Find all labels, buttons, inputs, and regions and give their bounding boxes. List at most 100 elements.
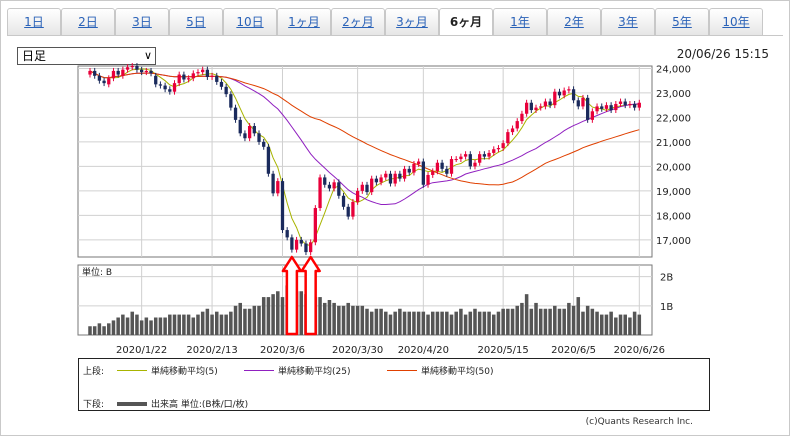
tab-1m[interactable]: 1ヶ月 [277, 8, 331, 36]
volume-bar [88, 326, 92, 335]
candle-body [304, 243, 308, 253]
volume-bar [149, 320, 153, 335]
tab-3y[interactable]: 3年 [601, 8, 655, 36]
legend-volume-label: 出来高 単位:(B株/口/枚) [151, 400, 249, 410]
candle-body [107, 78, 111, 85]
legend-ma50: 単純移動平均(50) [387, 364, 493, 377]
volume-bar [628, 317, 632, 335]
volume-bar [604, 314, 609, 335]
candle-body [210, 75, 214, 78]
candle-body [487, 152, 491, 157]
candle-body [524, 102, 529, 114]
chevron-down-icon: ∨ [143, 49, 152, 62]
candle-body [576, 100, 580, 107]
volume-bar [520, 302, 524, 335]
candle-body [201, 69, 205, 73]
volume-bar [459, 308, 463, 335]
candle-body [534, 107, 538, 111]
candle-body [407, 168, 411, 173]
volume-bar [496, 311, 501, 335]
volume-bar [219, 314, 224, 335]
volume-bar [111, 320, 116, 335]
volume-bar [177, 314, 181, 335]
tab-2m[interactable]: 2ヶ月 [331, 8, 385, 36]
volume-bar [402, 311, 407, 335]
volume-bar [247, 308, 252, 335]
volume-bar [374, 308, 379, 335]
volume-bar [229, 311, 233, 335]
volume-bar [252, 305, 257, 335]
x-tick-label: 2020/4/20 [398, 345, 449, 356]
price-tick-label: 22,000 [656, 113, 691, 124]
candle-body [233, 107, 238, 120]
price-tick-label: 18,000 [656, 211, 691, 222]
tab-1y[interactable]: 1年 [493, 8, 547, 36]
volume-bar [623, 314, 627, 335]
candle-body [323, 177, 327, 185]
candle-body [539, 106, 543, 108]
update-timestamp: 20/06/26 15:15 [676, 47, 769, 61]
candle-body [149, 70, 153, 74]
candle-body [459, 156, 463, 160]
volume-bar [393, 311, 397, 335]
volume-bar [595, 311, 599, 335]
candle-body [632, 103, 637, 108]
volume-bar [125, 317, 130, 335]
legend-upper-row: 上段: [83, 364, 104, 377]
candle-body [271, 173, 275, 194]
candle-body [355, 190, 360, 202]
candle-period-value: 日足 [22, 49, 47, 63]
volume-bar [449, 314, 454, 335]
legend-volume: 出来高 単位:(B株/口/枚) [117, 397, 248, 410]
candle-body [520, 113, 524, 122]
x-tick-label: 2020/3/30 [332, 345, 383, 356]
tab-10d[interactable]: 10日 [223, 8, 277, 36]
candle-body [454, 159, 458, 161]
candle-body [140, 69, 144, 73]
candle-body [586, 97, 590, 120]
volume-bar [440, 311, 444, 335]
candle-body [473, 162, 477, 167]
candle-body [158, 84, 163, 86]
candle-body [290, 237, 294, 250]
x-tick-label: 2020/5/15 [478, 345, 529, 356]
candle-body [360, 184, 364, 191]
volume-bar [186, 314, 191, 335]
candle-body [332, 182, 336, 189]
volume-bar [501, 308, 505, 335]
volume-bar [571, 305, 576, 335]
legend-ma5: 単純移動平均(5) [117, 364, 218, 377]
candle-body [337, 182, 341, 196]
volume-bar [191, 317, 196, 335]
volume-bar [121, 314, 125, 335]
period-tabs: 1日 2日 3日 5日 10日 1ヶ月 2ヶ月 3ヶ月 6ヶ月 1年 2年 3年… [7, 8, 763, 36]
x-tick-label: 2020/6/26 [614, 345, 665, 356]
candle-body [257, 133, 261, 142]
tab-10y[interactable]: 10年 [709, 8, 763, 36]
volume-bar [581, 311, 585, 335]
tab-6m[interactable]: 6ヶ月 [439, 8, 493, 36]
candle-body [243, 133, 247, 139]
volume-bar [524, 294, 529, 335]
tab-5y[interactable]: 5年 [655, 8, 709, 36]
volume-bar [557, 308, 562, 335]
volume-bar [200, 311, 205, 335]
candle-body [196, 72, 200, 74]
candle-body [97, 75, 102, 81]
candle-body [468, 154, 472, 167]
volume-bar [529, 308, 534, 335]
tab-1d[interactable]: 1日 [7, 8, 61, 36]
candle-body [351, 201, 355, 217]
candle-period-select[interactable]: 日足 ∨ [17, 47, 156, 65]
volume-bar [341, 305, 346, 335]
volume-bar [318, 297, 322, 335]
candle-body [557, 91, 562, 96]
volume-bar [369, 311, 374, 335]
candle-body [548, 101, 552, 106]
tab-3d[interactable]: 3日 [115, 8, 169, 36]
candle-body [417, 161, 421, 164]
volume-unit-label: 単位: B [82, 266, 112, 278]
price-tick-label: 23,000 [656, 89, 691, 100]
